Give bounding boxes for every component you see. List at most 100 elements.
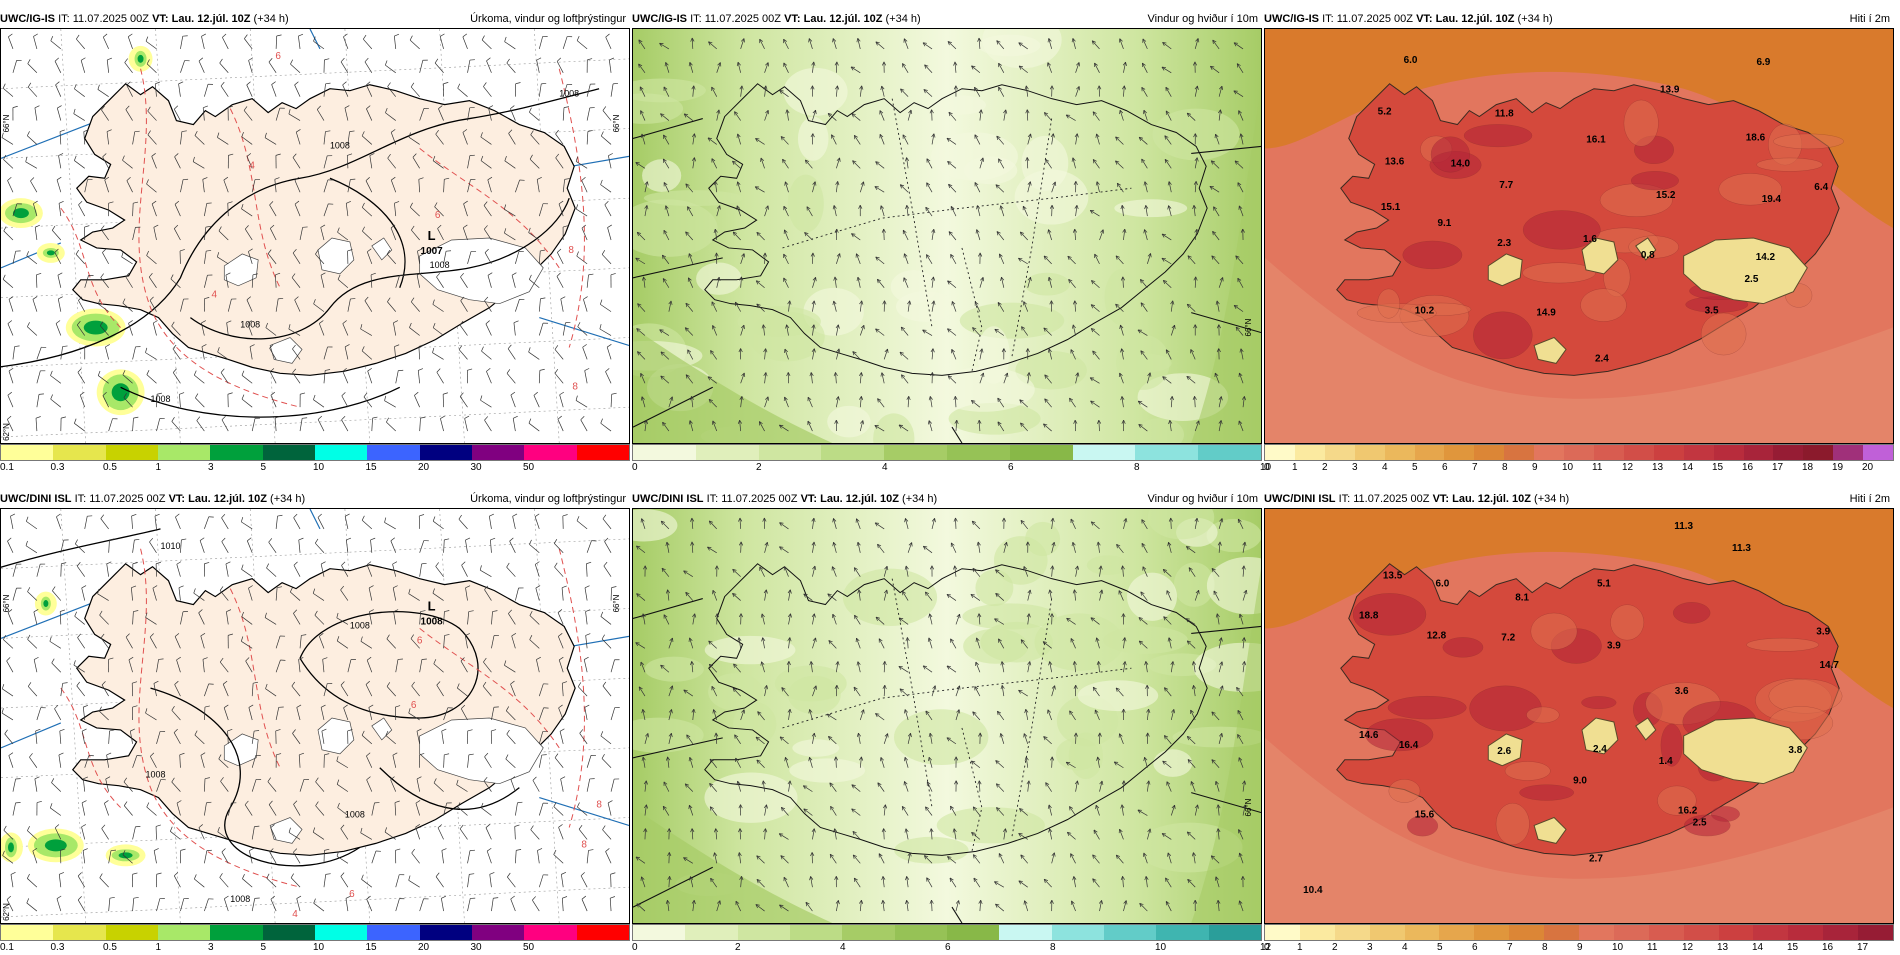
colorbar-swatch [210, 445, 262, 460]
colorbar-tick-label: 2 [1332, 942, 1338, 953]
temperature-label: 13.9 [1660, 85, 1680, 96]
colorbar-tick-label: 14 [1682, 462, 1693, 473]
temperature-label: 19.4 [1762, 194, 1782, 205]
model-name: UWC/DINI ISL [632, 493, 704, 505]
temperature-label: 18.6 [1746, 132, 1766, 143]
temperature-label: 6.9 [1756, 57, 1770, 68]
colorbar-tick-label: 10 [1562, 462, 1573, 473]
colorbar-tick-label: 16 [1742, 462, 1753, 473]
colorbar-swatch [524, 445, 576, 460]
colorbar-swatch [1325, 445, 1355, 460]
valid-time: Lau. 12.júl. 10Z [820, 493, 902, 505]
product-title: Úrkoma, vindur og loftþrýstingur [470, 490, 626, 508]
isobar-label: 1008 [146, 770, 166, 780]
colorbar-swatch [1564, 445, 1594, 460]
colorbar-swatch [842, 925, 894, 940]
colorbar-tick-label: 11 [1592, 462, 1602, 473]
temperature-label: 2.6 [1497, 746, 1511, 757]
lead-time: (+34 h) [254, 13, 289, 25]
colorbar-swatch [1684, 925, 1719, 940]
lead-time: (+34 h) [886, 13, 921, 25]
temperature-label: 8.1 [1515, 593, 1529, 604]
temperature-label: 1.4 [1659, 756, 1673, 767]
colorbar-tick-label: 6 [1472, 942, 1478, 953]
colorbar-tick-label: 9 [1532, 462, 1538, 473]
colorbar-swatch [1010, 445, 1073, 460]
colorbar-swatch [1052, 925, 1104, 940]
colorbar-tick-label: 15 [1787, 942, 1798, 953]
colorbar-tick-label: 9 [1577, 942, 1583, 953]
model-name: UWC/IG-IS [0, 13, 55, 25]
model-name: UWC/IG-IS [632, 13, 687, 25]
colorbar-swatch [1803, 445, 1833, 460]
colorbar-swatch [53, 445, 105, 460]
colorbar-swatch [999, 925, 1051, 940]
pressure-center-value: 1007 [421, 246, 444, 257]
colorbar-swatch [315, 445, 367, 460]
colorbar-tick-label: 17 [1772, 462, 1783, 473]
temperature-label: 9.0 [1573, 776, 1587, 787]
colorbar-swatch [759, 445, 822, 460]
thickness-label: 6 [411, 700, 417, 711]
temperature-label: 15.6 [1415, 810, 1435, 821]
isobar-label: 1010 [160, 541, 180, 551]
valid-label: VT: [152, 13, 169, 25]
valid-label: VT: [1416, 13, 1433, 25]
lat-label-left: 66°N [2, 594, 11, 612]
colorbar-swatch [577, 445, 629, 460]
colorbar-swatch [263, 925, 315, 940]
colorbar-tick-label: 3 [208, 942, 214, 953]
colorbar-swatch [1405, 925, 1440, 940]
isobar-label: 1008 [240, 320, 260, 330]
colorbar-tick-label: 15 [366, 942, 377, 953]
colorbar-tick-label: 12 [1682, 942, 1693, 953]
isobar-label: 1008 [230, 894, 250, 904]
map-canvas[interactable]: 66°N [632, 508, 1262, 924]
product-title: Úrkoma, vindur og loftþrýstingur [470, 10, 626, 28]
valid-time: Lau. 12.júl. 10Z [188, 493, 270, 505]
valid-time: Lau. 12.júl. 10Z [172, 13, 254, 25]
colorbar-tick-label: 30 [471, 942, 482, 953]
thickness-label: 4 [292, 909, 298, 920]
map-panel-temperature: UWC/DINI ISL IT: 11.07.2025 00Z VT: Lau.… [1264, 490, 1894, 955]
colorbar-swatch [947, 925, 999, 940]
colorbar-tick-label: 15 [366, 462, 377, 473]
colorbar-swatch [1156, 925, 1208, 940]
temperature-label: 2.5 [1693, 817, 1707, 828]
map-canvas[interactable]: 66°N [632, 28, 1262, 444]
colorbar-tick-label: 20 [418, 942, 429, 953]
colorbar-swatch [1444, 445, 1474, 460]
colorbar-tick-label: 10 [313, 462, 324, 473]
colorbar-swatch [1504, 445, 1534, 460]
valid-time: Lau. 12.júl. 10Z [804, 13, 886, 25]
colorbar-swatch [696, 445, 759, 460]
temperature-label: 2.4 [1595, 353, 1609, 364]
colorbar-tick-label: 17 [1857, 942, 1868, 953]
isobar-label: 1008 [151, 394, 171, 404]
thickness-label: 6 [435, 210, 441, 221]
colorbar-tick-label: 5 [261, 942, 267, 953]
temperature-label: 13.6 [1385, 156, 1405, 167]
map-panel-wind: UWC/IG-IS IT: 11.07.2025 00Z VT: Lau. 12… [632, 10, 1262, 475]
init-label: IT: [1339, 493, 1351, 505]
lead-time: (+34 h) [902, 493, 937, 505]
lat-label-bottom: 62°N [2, 423, 11, 441]
colorbar-swatch [1594, 445, 1624, 460]
temperature-label: 6.4 [1814, 182, 1828, 193]
isobar-label: 1008 [345, 810, 365, 820]
colorbar-tick-label: 8 [1542, 942, 1548, 953]
init-time: 11.07.2025 00Z [1337, 13, 1416, 25]
map-svg: 66°N [633, 509, 1261, 923]
colorbar-tick-label: 0 [1264, 462, 1270, 473]
colorbar-tick-label: 13 [1717, 942, 1728, 953]
colorbar-swatch [106, 445, 158, 460]
colorbar-tick-label: 16 [1822, 942, 1833, 953]
init-time: 11.07.2025 00Z [89, 493, 168, 505]
